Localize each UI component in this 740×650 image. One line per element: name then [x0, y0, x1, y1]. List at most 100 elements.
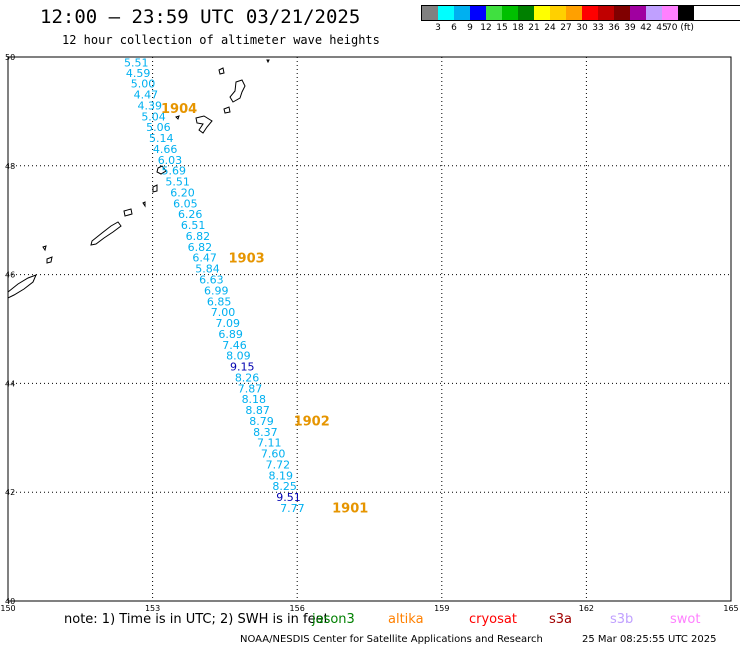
map-grid: 150 153 156 159 162 165 50 48 46 44 42 40	[0, 53, 738, 613]
legend-label: 18	[512, 23, 524, 33]
coast-island	[123, 208, 133, 217]
swh-value: 6.03	[158, 154, 183, 167]
swh-value: 5.51	[165, 176, 190, 189]
legend-swatch	[646, 6, 662, 20]
color-legend: 3 6 9 12 15 18 21 24 27 30 33 36 39 42 45 70 (ft)	[421, 5, 740, 35]
coast-hokkaido	[7, 274, 37, 299]
time-marker-label: 1903	[228, 252, 264, 267]
swh-value: 9.51	[276, 491, 301, 504]
swh-value: 9.15	[230, 361, 255, 374]
swh-value: 7.46	[222, 339, 247, 352]
legend-swatch	[566, 6, 582, 20]
satellite-altika-label: altika	[388, 612, 424, 627]
legend-label: 9	[467, 23, 473, 33]
legend-swatch	[614, 6, 630, 20]
satellite-cryosat-label: cryosat	[469, 612, 517, 627]
legend-label: 39	[624, 23, 636, 33]
time-marker-label: 1902	[294, 414, 330, 429]
coast-island	[156, 165, 167, 175]
coast-island	[229, 79, 246, 103]
coast-island	[142, 201, 146, 208]
legend-swatch-bar	[421, 5, 740, 21]
swh-value: 4.47	[134, 89, 159, 102]
swh-value: 6.26	[178, 208, 203, 221]
coast-island	[42, 245, 47, 252]
legend-swatch	[470, 6, 486, 20]
legend-swatch	[518, 6, 534, 20]
lat-tick-label: 50	[5, 53, 15, 62]
swh-value: 5.00	[131, 78, 156, 91]
swh-value: 8.79	[249, 415, 274, 428]
coast-island	[195, 115, 213, 134]
time-markers: 1904 1903 1902 1901	[161, 102, 368, 516]
coastline	[7, 59, 270, 299]
swh-value: 4.59	[126, 67, 151, 80]
legend-swatch	[550, 6, 566, 20]
footer-credit: NOAA/NESDIS Center for Satellite Applica…	[240, 634, 543, 645]
swh-value: 6.51	[181, 219, 206, 232]
swh-value: 8.18	[242, 393, 267, 406]
swh-value: 8.37	[253, 426, 278, 439]
swh-value: 7.87	[238, 382, 263, 395]
swh-value: 6.89	[218, 328, 243, 341]
legend-swatch	[678, 6, 694, 20]
swh-value: 7.11	[257, 437, 282, 450]
swh-value: 5.06	[146, 121, 171, 134]
legend-label: 30	[576, 23, 588, 33]
swh-value: 5.69	[162, 165, 187, 178]
lat-tick-label: 44	[5, 379, 15, 388]
legend-swatch	[630, 6, 646, 20]
coast-island	[152, 184, 158, 193]
swh-value: 4.39	[137, 99, 162, 112]
time-marker-label: 1904	[161, 102, 197, 117]
legend-labels: 3 6 9 12 15 18 21 24 27 30 33 36 39 42 45 70 (ft)	[421, 21, 740, 35]
lat-tick-label: 48	[5, 162, 15, 171]
swh-value: 7.60	[261, 448, 286, 461]
coast-island	[266, 59, 270, 64]
page-subtitle: 12 hour collection of altimeter wave hei…	[62, 33, 380, 47]
swh-value: 5.84	[195, 263, 220, 276]
lon-tick-label: 162	[579, 604, 594, 613]
coast-island	[175, 115, 180, 120]
legend-label: 24	[544, 23, 556, 33]
lon-tick-label: 165	[723, 604, 738, 613]
legend-swatch	[534, 6, 550, 20]
lat-tick-label: 42	[5, 488, 15, 497]
legend-label: 42	[640, 23, 652, 33]
map-frame	[7, 56, 732, 602]
legend-swatch	[582, 6, 598, 20]
legend-label: 36	[608, 23, 620, 33]
lon-tick-label: 150	[0, 604, 15, 613]
swh-value: 5.14	[149, 132, 174, 145]
swh-value: 8.26	[235, 371, 260, 384]
swh-value: 5.04	[141, 110, 166, 123]
swh-value: 6.85	[207, 295, 232, 308]
swh-value: 7.72	[266, 458, 291, 471]
legend-swatch	[422, 6, 438, 20]
legend-label: 12	[480, 23, 492, 33]
swh-value: 6.82	[186, 230, 211, 243]
swh-value: 6.20	[170, 186, 195, 199]
page-title: 12:00 — 23:59 UTC 03/21/2025	[40, 6, 361, 28]
coast-island	[46, 256, 53, 264]
coast-island	[223, 106, 231, 114]
coast-island	[218, 67, 225, 75]
swh-value: 7.77	[280, 502, 305, 515]
legend-label: 3	[435, 23, 441, 33]
legend-swatch	[598, 6, 614, 20]
legend-label: 6	[451, 23, 457, 33]
note-bar: note: 1) Time is in UTC; 2) SWH is in fe…	[0, 612, 740, 630]
legend-swatch	[662, 6, 678, 20]
swh-value: 6.63	[199, 273, 224, 286]
legend-swatch	[502, 6, 518, 20]
legend-swatch	[438, 6, 454, 20]
swh-value: 8.25	[272, 480, 297, 493]
swh-value: 8.09	[226, 350, 251, 363]
legend-label: 33	[592, 23, 604, 33]
satellite-s3b-label: s3b	[610, 612, 634, 627]
satellite-s3a-label: s3a	[549, 612, 573, 627]
legend-swatch	[454, 6, 470, 20]
legend-swatch	[486, 6, 502, 20]
coast-island	[90, 221, 122, 246]
